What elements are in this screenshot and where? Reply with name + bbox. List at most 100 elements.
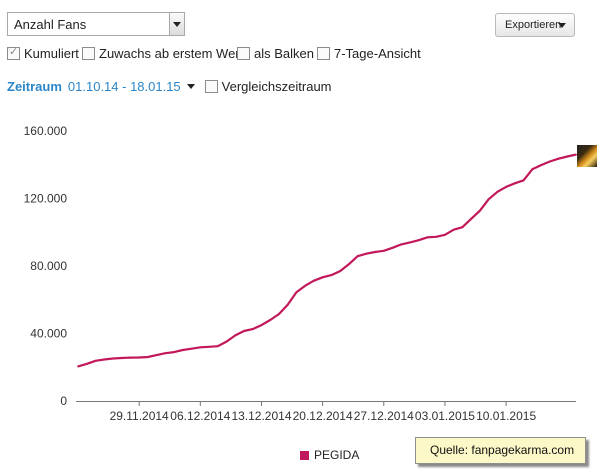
y-tick-label: 160.000: [24, 124, 68, 138]
period-range-link[interactable]: 01.10.14 - 18.01.15: [67, 79, 181, 94]
data-point: [426, 236, 429, 239]
checkbox-icon[interactable]: [7, 45, 20, 60]
data-point: [313, 279, 315, 282]
data-point: [461, 226, 464, 229]
data-point: [164, 352, 167, 355]
option-als-balken[interactable]: als Balken: [237, 46, 314, 61]
data-point: [94, 359, 97, 362]
data-point: [112, 357, 114, 360]
x-tick-label: 13.12.2014: [231, 409, 291, 423]
data-point: [190, 347, 193, 350]
option-label: Zuwachs ab erstem Wert: [99, 46, 244, 61]
legend-label: PEGIDA: [314, 448, 360, 462]
data-point: [391, 246, 394, 249]
data-point: [557, 157, 560, 160]
compare-period-label: Vergleichszeitraum: [221, 79, 332, 94]
data-point: [77, 365, 79, 368]
x-tick-label: 27.12.2014: [354, 409, 414, 423]
data-point: [225, 340, 228, 343]
data-point: [286, 303, 289, 306]
data-point: [444, 233, 446, 236]
data-point: [155, 354, 158, 356]
data-point: [243, 330, 245, 332]
export-button-label: Exportieren: [505, 19, 562, 31]
data-point: [505, 186, 507, 188]
data-point: [452, 228, 455, 231]
data-point: [522, 179, 525, 182]
data-point: [566, 155, 569, 158]
data-point: [129, 356, 132, 359]
checkbox-icon[interactable]: [204, 80, 218, 93]
data-point: [347, 263, 350, 266]
data-point: [85, 363, 88, 365]
data-point: [199, 346, 202, 349]
legend-swatch: [300, 451, 309, 460]
option-label: als Balken: [254, 46, 314, 61]
data-point: [365, 252, 368, 255]
compare-period-option[interactable]: Vergleichszeitraum: [204, 79, 332, 94]
chevron-down-icon[interactable]: [169, 13, 184, 35]
y-tick-label: 80.000: [30, 259, 67, 273]
data-point: [339, 270, 341, 272]
export-button[interactable]: Exportieren: [495, 13, 575, 37]
data-point: [208, 345, 211, 348]
series-line-pegida: [77, 153, 577, 368]
checkbox-icon[interactable]: [317, 47, 330, 60]
source-note: Quelle: fanpagekarma.com: [415, 437, 586, 464]
page-thumbnail-icon[interactable]: [577, 145, 597, 167]
y-tick-label: 0: [60, 394, 67, 408]
data-point: [470, 217, 473, 220]
x-tick-label: 10.01.2015: [476, 409, 536, 423]
option-kumuliert[interactable]: Kumuliert: [7, 45, 79, 61]
data-point: [304, 284, 307, 287]
checkbox-icon[interactable]: [82, 47, 95, 60]
option-label: Kumuliert: [24, 46, 79, 61]
period-row: Zeitraum 01.10.14 - 18.01.15 Vergleichszei…: [7, 79, 332, 94]
x-tick-label: 06.12.2014: [170, 409, 230, 423]
data-point: [234, 334, 237, 337]
data-point: [173, 351, 176, 353]
data-point: [295, 291, 298, 294]
metric-select-value: Anzahl Fans: [14, 17, 87, 32]
data-point: [103, 358, 106, 361]
data-point: [382, 249, 385, 252]
data-point: [487, 198, 490, 201]
data-point: [181, 349, 184, 351]
x-tick-label: 29.11.2014: [110, 409, 169, 423]
x-tick-label: 20.12.2014: [293, 409, 353, 423]
data-point: [548, 160, 551, 163]
option-zuwachs[interactable]: Zuwachs ab erstem Wert: [82, 46, 243, 61]
data-point: [251, 328, 254, 330]
data-point: [400, 243, 403, 246]
data-point: [330, 274, 333, 276]
period-label: Zeitraum: [7, 79, 62, 94]
chart-legend[interactable]: PEGIDA: [300, 448, 359, 462]
data-point: [374, 251, 376, 253]
data-point: [513, 182, 516, 185]
data-point: [138, 356, 141, 359]
data-point: [260, 324, 263, 326]
data-point: [417, 239, 420, 242]
x-tick-label: 03.01.2015: [415, 409, 475, 423]
data-point: [409, 241, 411, 244]
data-point: [435, 235, 438, 238]
data-point: [479, 209, 481, 212]
option-7-tage[interactable]: 7-Tage-Ansicht: [317, 46, 421, 61]
data-point: [216, 345, 219, 348]
data-point: [575, 153, 577, 156]
data-point: [496, 190, 499, 193]
data-point: [531, 168, 534, 171]
data-point: [147, 356, 149, 358]
data-point: [269, 319, 272, 321]
data-point: [120, 357, 123, 359]
data-point: [356, 255, 359, 258]
checkbox-icon[interactable]: [237, 47, 250, 60]
caret-down-icon: [558, 23, 566, 28]
y-tick-label: 120.000: [24, 192, 68, 206]
data-point: [321, 276, 324, 279]
option-label: 7-Tage-Ansicht: [334, 46, 421, 61]
caret-down-icon[interactable]: [186, 84, 195, 89]
metric-select[interactable]: Anzahl Fans: [7, 12, 185, 36]
y-tick-label: 40.000: [30, 327, 67, 341]
